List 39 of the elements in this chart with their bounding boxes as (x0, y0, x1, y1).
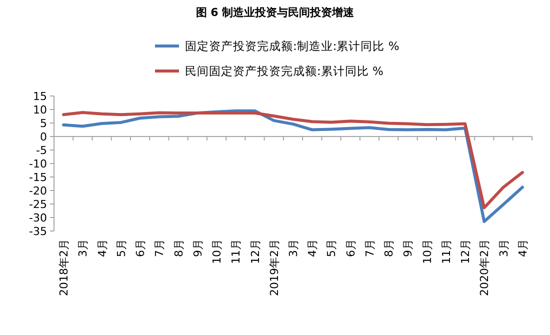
x-tick-label: 9月 (402, 239, 415, 257)
y-tick-label: -30 (29, 212, 47, 224)
y-tick-label: -25 (29, 198, 47, 211)
y-tick-label: 10 (33, 104, 47, 116)
x-tick-label: 6月 (134, 239, 148, 257)
x-tick-label: 11月 (230, 239, 243, 264)
y-tick-label: 0 (40, 130, 47, 144)
x-tick-label: 2020年2月 (478, 239, 492, 296)
x-tick-label: 12月 (459, 239, 472, 264)
y-tick-label: -15 (29, 171, 47, 184)
x-tick-label: 12月 (248, 239, 262, 264)
y-tick-label: -35 (29, 225, 47, 238)
y-tick-label: 5 (40, 117, 47, 130)
x-tick-label: 8月 (382, 239, 396, 257)
y-tick-label: 15 (33, 90, 47, 103)
x-tick-label: 7月 (363, 239, 376, 257)
x-tick-label: 3月 (497, 239, 510, 257)
x-tick-label: 10月 (420, 239, 434, 264)
x-tick-label: 2018年2月 (58, 239, 71, 296)
y-tick-label: -5 (36, 144, 47, 157)
x-tick-label: 8月 (172, 239, 186, 257)
legend-label: 民间固定资产投资完成额:累计同比 % (185, 64, 384, 78)
x-tick-label: 3月 (287, 239, 300, 257)
x-tick-label: 5月 (114, 239, 128, 257)
x-tick-label: 4月 (516, 239, 530, 257)
x-tick-label: 4月 (306, 239, 320, 257)
legend-label: 固定资产投资完成额:制造业:累计同比 % (185, 39, 400, 53)
y-tick-label: -10 (29, 158, 47, 170)
x-tick-label: 11月 (440, 239, 453, 264)
x-tick-label: 3月 (76, 239, 90, 257)
y-tick-label: -20 (29, 184, 47, 198)
chart-title: 图 6 制造业投资与民间投资增速 (196, 6, 356, 19)
x-tick-label: 4月 (96, 239, 109, 257)
x-tick-label: 9月 (191, 239, 204, 257)
x-tick-label: 2019年2月 (268, 239, 281, 296)
x-tick-label: 7月 (153, 239, 166, 257)
x-tick-label: 6月 (344, 239, 358, 257)
x-tick-label: 10月 (210, 239, 224, 264)
x-tick-label: 5月 (325, 239, 338, 257)
